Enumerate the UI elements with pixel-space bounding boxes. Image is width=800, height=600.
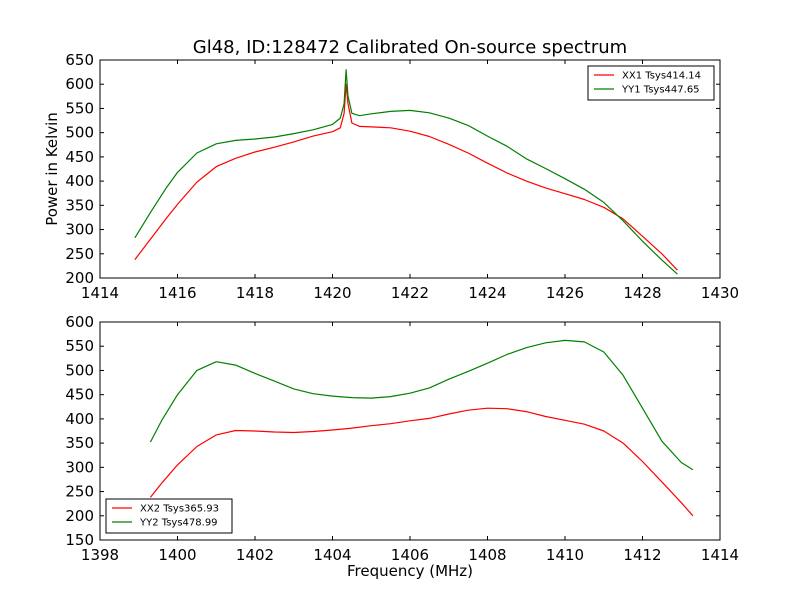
bottom-legend-box: [105, 498, 233, 534]
bottom-legend-label: XX2 Tsys365.93: [140, 504, 219, 515]
bottom-series-line-1: [149, 407, 694, 517]
top-y-tick-label: 400: [65, 172, 94, 190]
top-y-tick-label: 600: [65, 75, 94, 93]
bottom-y-tick-label: 150: [65, 531, 94, 549]
top-y-tick-label: 450: [65, 148, 94, 166]
top-series-line-2: [134, 69, 678, 275]
top-x-tick-label: 1428: [623, 284, 661, 302]
top-series-line-1: [134, 83, 678, 271]
bottom-x-tick-label: 1412: [623, 546, 661, 564]
top-x-tick-label: 1422: [391, 284, 429, 302]
top-x-tick-label: 1416: [158, 284, 196, 302]
bottom-x-tick-label: 1400: [158, 546, 196, 564]
bottom-x-tick-label: 1404: [313, 546, 351, 564]
top-y-tick-label: 500: [65, 124, 94, 142]
bottom-y-tick-label: 550: [65, 337, 94, 355]
top-x-tick-label: 1420: [313, 284, 351, 302]
bottom-y-tick-label: 350: [65, 434, 94, 452]
top-chart-panel: 1414 1416 1418 1420 1422 1424 1426 1428 1430 200 2…: [65, 51, 739, 302]
bottom-legend: XX2 Tsys365.93 YY2 Tsys478.99: [105, 498, 233, 534]
top-y-tick-label: 650: [65, 51, 94, 69]
top-y-tick-label: 250: [65, 245, 94, 263]
top-y-axis-label: Power in Kelvin: [43, 112, 61, 226]
bottom-chart-panel: 1398 1400 1402 1404 1406 1408 1410 1412 1414 150 2…: [65, 313, 739, 564]
bottom-x-tick-label: 1398: [81, 546, 119, 564]
bottom-y-tick-label: 300: [65, 458, 94, 476]
chart-title: Gl48, ID:128472 Calibrated On-source spe…: [193, 37, 627, 58]
top-x-tick-label: 1426: [546, 284, 584, 302]
bottom-y-tick-label: 250: [65, 483, 94, 501]
bottom-legend-label: YY2 Tsys478.99: [139, 518, 218, 529]
top-x-tick-label: 1430: [701, 284, 739, 302]
top-legend: XX1 Tsys414.14 YY1 Tsys447.65: [587, 65, 715, 101]
bottom-series-line-2: [149, 339, 694, 471]
bottom-x-axis-label: Frequency (MHz): [347, 562, 473, 580]
top-y-tick-label: 200: [65, 269, 94, 287]
top-x-tick-label: 1424: [468, 284, 506, 302]
top-legend-label: XX1 Tsys414.14: [622, 71, 701, 82]
top-y-tick-label: 350: [65, 196, 94, 214]
top-x-tick-label: 1414: [81, 284, 119, 302]
bottom-x-tick-label: 1410: [546, 546, 584, 564]
top-legend-label: YY1 Tsys447.65: [621, 85, 700, 96]
bottom-y-tick-label: 400: [65, 410, 94, 428]
bottom-y-tick-label: 200: [65, 507, 94, 525]
bottom-y-tick-label: 450: [65, 386, 94, 404]
bottom-x-tick-label: 1408: [468, 546, 506, 564]
bottom-x-tick-label: 1406: [391, 546, 429, 564]
bottom-y-tick-label: 600: [65, 313, 94, 331]
bottom-y-tick-label: 500: [65, 361, 94, 379]
top-y-tick-label: 300: [65, 221, 94, 239]
top-y-tick-label: 550: [65, 99, 94, 117]
bottom-x-tick-label: 1402: [236, 546, 274, 564]
top-legend-box: [587, 65, 715, 101]
bottom-x-tick-label: 1414: [701, 546, 739, 564]
top-x-tick-label: 1418: [236, 284, 274, 302]
